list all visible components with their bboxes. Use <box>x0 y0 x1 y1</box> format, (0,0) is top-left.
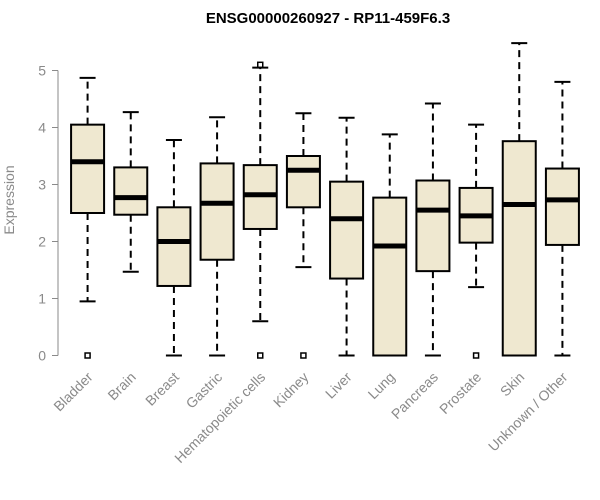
outlier-point <box>472 352 480 359</box>
x-tick-label: Unknown / Other <box>485 369 571 455</box>
x-tick-label: Prostate <box>436 369 484 417</box>
box-breast <box>156 139 192 357</box>
box-skin <box>501 42 537 357</box>
box-brain <box>113 111 149 273</box>
x-tick-label: Breast <box>142 369 182 409</box>
x-tick-label: Kidney <box>270 369 312 411</box>
iqr-box <box>199 162 235 261</box>
iqr-box <box>372 196 408 357</box>
iqr-box <box>544 167 580 246</box>
box-gastric <box>199 116 235 357</box>
x-tick-label: Skin <box>497 369 528 400</box>
box-prostate <box>458 123 494 359</box>
box-pancreas <box>415 102 451 357</box>
x-tick-label: Gastric <box>183 369 226 412</box>
y-tick-label: 5 <box>38 63 46 79</box>
iqr-box <box>329 180 365 280</box>
outlier-point <box>257 61 264 69</box>
outlier-point <box>257 352 264 359</box>
y-tick-label: 3 <box>38 177 46 193</box>
box-kidney <box>285 112 321 359</box>
box-lung <box>372 133 408 357</box>
iqr-box <box>156 206 192 287</box>
y-tick-label: 4 <box>38 120 46 136</box>
box-bladder <box>70 76 106 359</box>
iqr-box <box>70 123 106 214</box>
box-unknown-other <box>544 80 580 357</box>
y-axis-label: Expression <box>1 165 17 234</box>
chart-title: ENSG00000260927 - RP11-459F6.3 <box>206 10 450 27</box>
x-tick-label: Lung <box>365 369 398 402</box>
outlier-point <box>84 352 91 359</box>
box-liver <box>329 116 365 357</box>
x-tick-label: Pancreas <box>388 369 441 422</box>
iqr-box <box>285 155 321 209</box>
iqr-box <box>501 140 537 357</box>
y-tick-label: 1 <box>38 291 46 307</box>
boxes-group <box>70 42 580 359</box>
y-tick-label: 0 <box>38 348 46 364</box>
outlier-point <box>300 352 307 359</box>
iqr-box <box>415 179 451 273</box>
y-tick-label: 2 <box>38 234 46 250</box>
box-hematopoietic-cells <box>242 61 278 359</box>
x-tick-label: Bladder <box>50 369 96 415</box>
x-tick-label: Liver <box>322 369 355 402</box>
y-axis: 0 1 2 3 4 5 <box>38 63 59 364</box>
x-tick-label: Brain <box>104 369 138 403</box>
iqr-box <box>113 166 149 216</box>
